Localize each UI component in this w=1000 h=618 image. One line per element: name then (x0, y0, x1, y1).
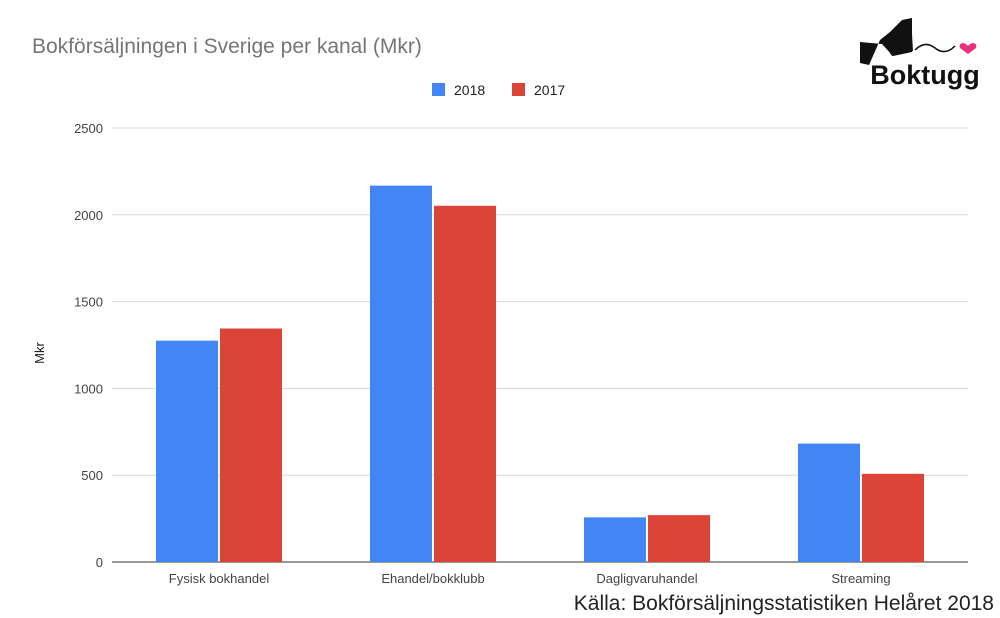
bar-2018 (370, 185, 432, 562)
heart-icon (959, 43, 977, 54)
bar-2017 (220, 328, 282, 562)
bars (156, 185, 924, 562)
logo-text: Boktugg (870, 60, 979, 90)
x-axis-ticks: Fysisk bokhandel Ehandel/bokklubb Dagligva… (169, 571, 891, 586)
x-tick-label: Streaming (831, 571, 890, 586)
legend-label: 2017 (534, 82, 565, 98)
book-logo-page-icon (884, 34, 913, 56)
y-axis-ticks: 0 500 1000 1500 2000 2500 (74, 121, 103, 570)
legend-swatch (512, 83, 525, 96)
bar-2017 (862, 473, 924, 562)
x-tick-label: Fysisk bokhandel (169, 571, 270, 586)
y-tick-label: 500 (81, 468, 103, 483)
y-axis-title: Mkr (32, 342, 47, 364)
bar-2017 (648, 515, 710, 562)
legend: 2018 2017 (432, 82, 565, 98)
chart-title: Bokförsäljningen i Sverige per kanal (Mk… (32, 35, 422, 58)
legend-label: 2018 (454, 82, 485, 98)
source-note: Källa: Bokförsäljningsstatistiken Helåre… (574, 592, 994, 615)
y-tick-label: 0 (96, 555, 103, 570)
y-tick-label: 2000 (74, 208, 103, 223)
x-tick-label: Dagligvaruhandel (596, 571, 697, 586)
bar-2018 (156, 340, 218, 562)
bar-2018 (584, 517, 646, 562)
bar-2018 (798, 443, 860, 562)
y-tick-label: 1000 (74, 381, 103, 396)
legend-swatch (432, 83, 445, 96)
y-tick-label: 1500 (74, 295, 103, 310)
book-squiggle-icon (914, 43, 956, 53)
boktugg-logo: Boktugg (860, 18, 980, 90)
bar-2017 (434, 205, 496, 562)
x-tick-label: Ehandel/bokklubb (381, 571, 484, 586)
y-tick-label: 2500 (74, 121, 103, 136)
